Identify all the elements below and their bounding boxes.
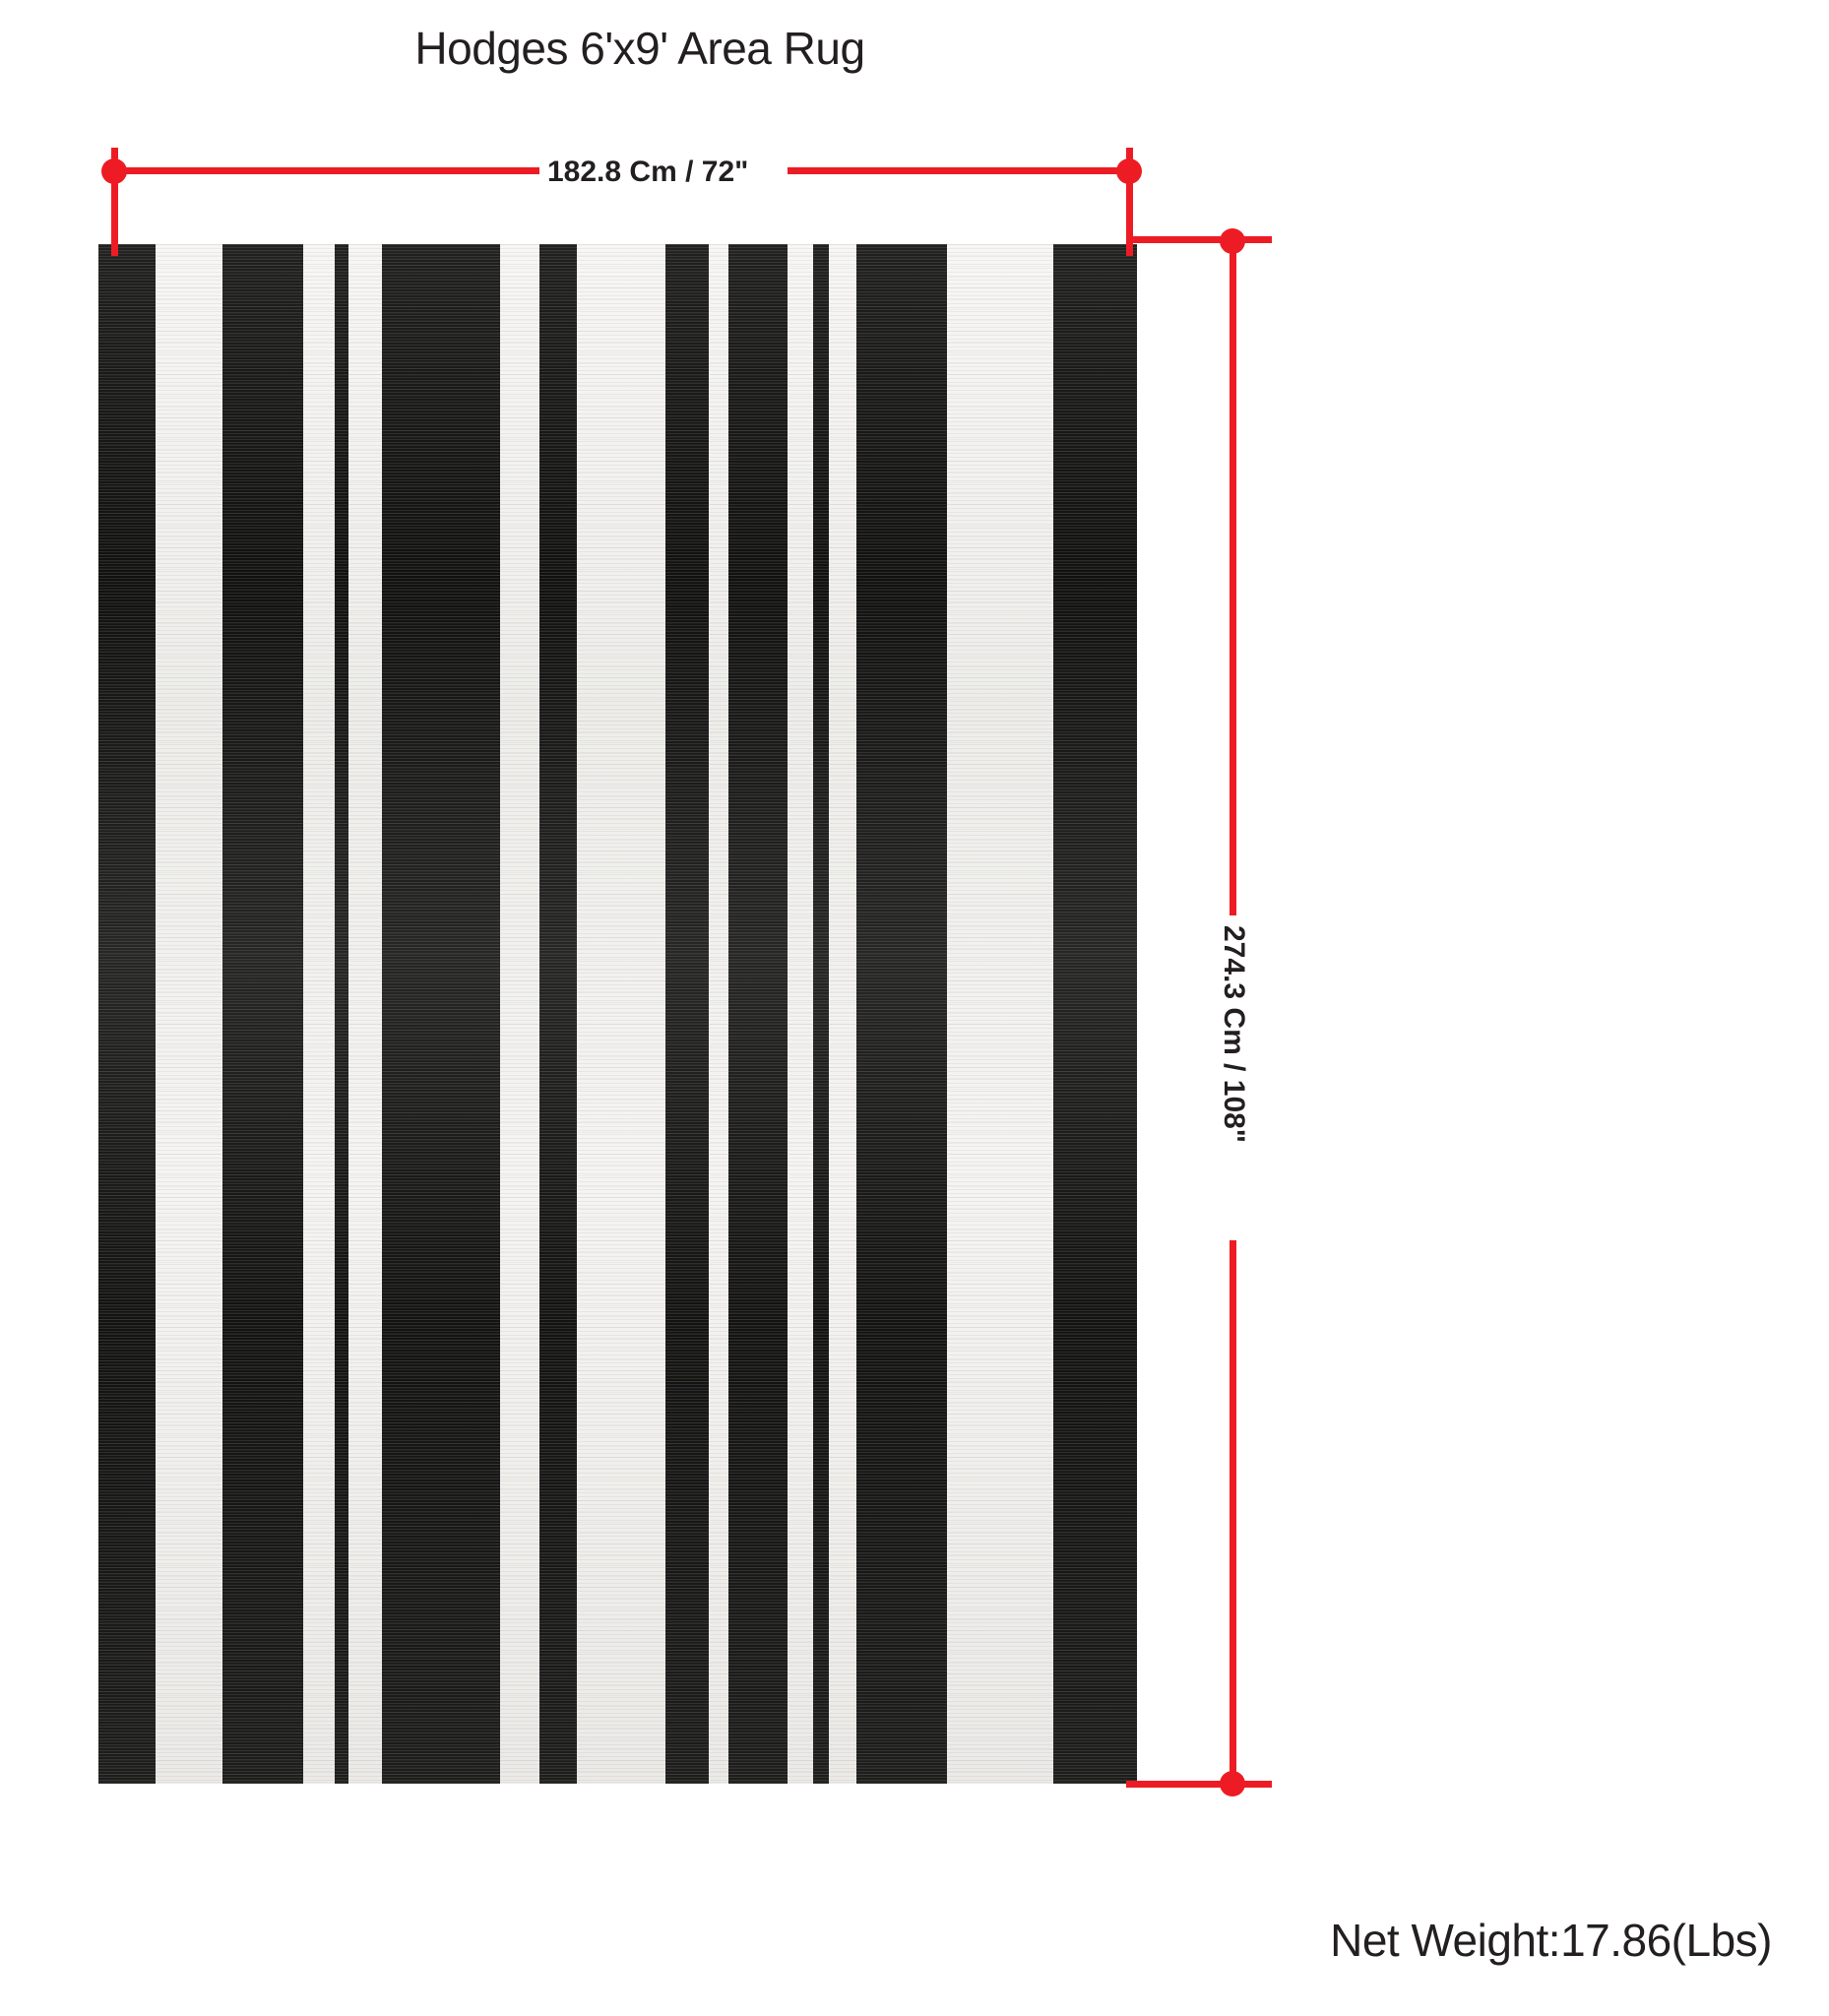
rug-stripe — [577, 244, 665, 1784]
rug-stripe — [829, 244, 856, 1784]
rug-stripe — [156, 244, 222, 1784]
width-extension-line-right — [1126, 148, 1133, 256]
rug-stripe — [665, 244, 709, 1784]
rug-stripe — [382, 244, 500, 1784]
rug-stripe — [788, 244, 813, 1784]
height-endpoint-dot-top — [1220, 228, 1245, 254]
rug-stripe — [98, 244, 156, 1784]
height-dimension-label: 274.3 Cm / 108" — [1218, 925, 1250, 1144]
width-dimension-label: 182.8 Cm / 72" — [547, 156, 749, 188]
width-endpoint-dot-right — [1116, 158, 1142, 184]
height-leader-line-top — [1126, 236, 1272, 243]
rug-stripe — [500, 244, 539, 1784]
rug-stripe — [813, 244, 829, 1784]
rug-stripe — [539, 244, 577, 1784]
rug-stripe — [303, 244, 335, 1784]
rug-stripe — [709, 244, 728, 1784]
rug-stripe — [335, 244, 348, 1784]
rug-stripe — [728, 244, 788, 1784]
page-title: Hodges 6'x9' Area Rug — [414, 23, 865, 74]
height-dimension-line-upper — [1230, 246, 1236, 915]
rug-stripe — [1053, 244, 1137, 1784]
width-dimension-line-right — [788, 167, 1129, 174]
width-dimension-line-left — [114, 167, 539, 174]
rug-stripe — [348, 244, 382, 1784]
rug-stripe — [856, 244, 947, 1784]
height-dimension-line-lower — [1230, 1240, 1236, 1784]
width-extension-line-left — [111, 148, 118, 256]
net-weight-label: Net Weight:17.86(Lbs) — [1330, 1915, 1772, 1966]
width-endpoint-dot-left — [101, 158, 127, 184]
product-image-rug — [98, 244, 1137, 1784]
height-leader-line-bottom — [1126, 1781, 1272, 1788]
height-endpoint-dot-bottom — [1220, 1771, 1245, 1796]
rug-stripe — [222, 244, 303, 1784]
rug-stripe — [947, 244, 1053, 1784]
